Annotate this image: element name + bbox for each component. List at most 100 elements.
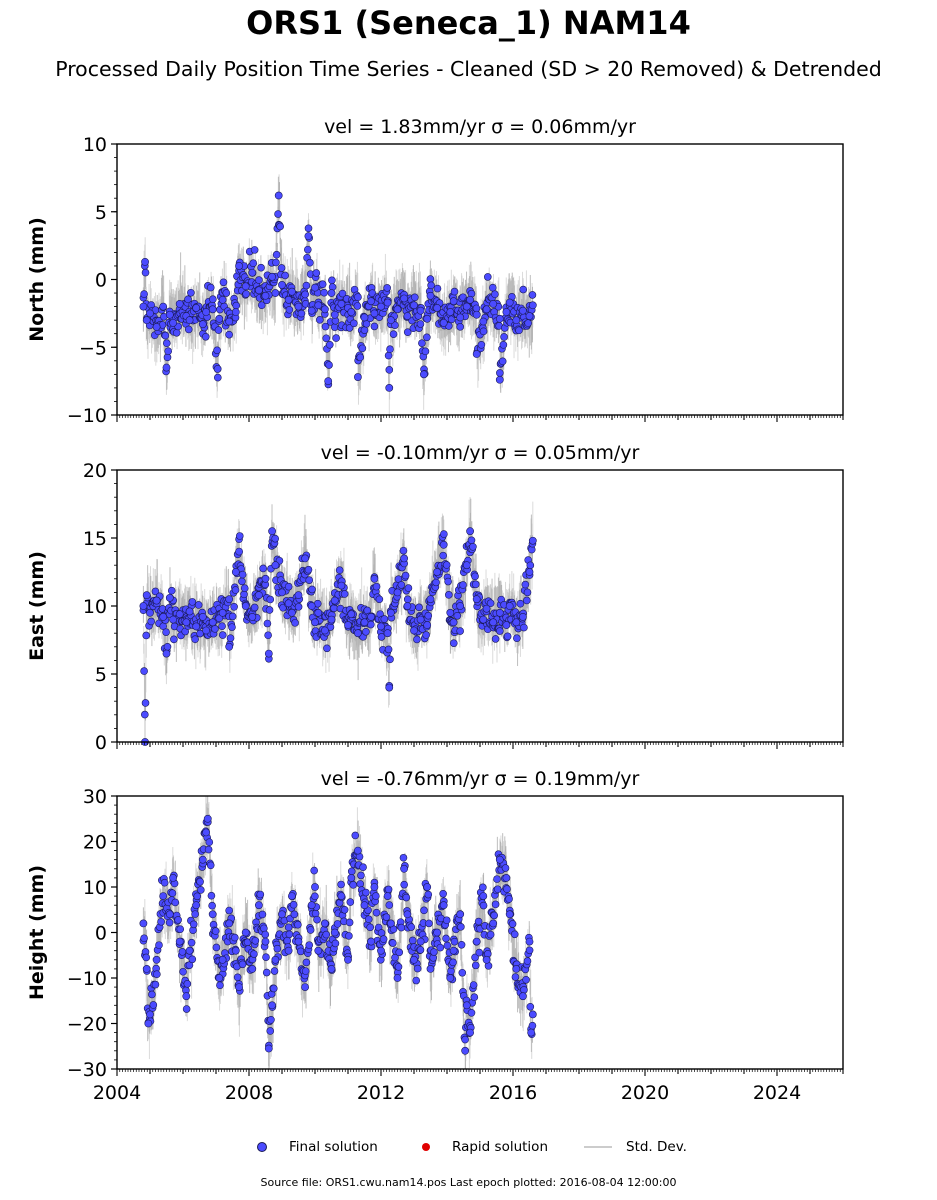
final-solution-point — [328, 276, 336, 285]
final-solution-point — [384, 351, 393, 360]
data-point — [519, 306, 527, 315]
final-solution-point — [302, 281, 311, 290]
data-point — [353, 293, 362, 302]
data-point — [254, 286, 263, 295]
data-point — [416, 306, 425, 315]
final-solution-point — [140, 290, 148, 298]
data-point — [185, 316, 194, 325]
final-solution-point — [416, 320, 425, 328]
final-solution-point — [318, 280, 327, 289]
y-tick-label: 0 — [95, 732, 107, 754]
final-solution-point — [453, 611, 462, 620]
final-solution-point — [141, 710, 149, 719]
y-tick-label: 10 — [83, 134, 107, 156]
data-point — [284, 295, 293, 304]
final-solution-point — [433, 284, 442, 293]
final-solution-point — [528, 291, 537, 299]
data-point — [528, 301, 537, 310]
data-point — [202, 626, 210, 635]
final-solution-point — [235, 532, 244, 540]
final-solution-point — [440, 530, 448, 538]
final-solution-point — [238, 570, 247, 579]
final-solution-point — [238, 577, 246, 586]
data-point — [175, 610, 184, 619]
final-solution-point — [358, 344, 367, 353]
final-solution-point — [297, 309, 306, 318]
y-axis-label: Height (mm) — [26, 865, 48, 1000]
final-solution-point — [312, 269, 321, 277]
final-solution-point — [249, 259, 258, 268]
data-point — [337, 299, 346, 308]
final-solution-point — [520, 623, 528, 632]
data-point — [213, 365, 222, 373]
data-point — [495, 314, 504, 323]
final-solution-point — [415, 603, 423, 612]
data-point — [294, 302, 303, 311]
final-solution-point — [500, 333, 508, 341]
data-point — [462, 302, 471, 311]
data-point — [192, 622, 201, 631]
final-solution-point — [325, 340, 334, 349]
data-point — [304, 232, 313, 241]
final-solution-point — [325, 361, 333, 369]
y-tick-label: 5 — [95, 202, 107, 224]
data-point — [287, 287, 296, 296]
final-solution-point — [206, 283, 215, 292]
final-solution-point — [308, 585, 316, 594]
final-solution-point — [469, 543, 477, 551]
data-point — [202, 308, 210, 316]
data-point — [235, 547, 243, 556]
data-point — [165, 593, 174, 602]
data-point — [489, 299, 498, 308]
final-solution-point — [418, 339, 426, 347]
data-point — [241, 282, 250, 291]
y-tick-label: −10 — [67, 405, 107, 427]
final-solution-point — [277, 264, 286, 272]
data-point — [423, 314, 432, 323]
data-point — [152, 323, 161, 331]
final-solution-point — [403, 328, 412, 337]
data-point — [218, 608, 227, 617]
data-point — [225, 317, 234, 326]
data-point — [284, 599, 293, 608]
data-point — [337, 581, 346, 590]
final-solution-point — [230, 603, 238, 611]
data-point — [347, 308, 356, 316]
data-point — [512, 316, 521, 325]
final-solution-point — [403, 595, 412, 604]
data-point — [525, 312, 534, 320]
final-solution-point — [401, 571, 410, 580]
final-solution-point — [272, 250, 281, 259]
panel-2: vel = -0.76mm/yr σ = 0.19mm/yr Height (mm… — [26, 768, 844, 1104]
data-point — [495, 375, 504, 384]
final-solution-point — [442, 561, 451, 569]
final-solution-point — [162, 628, 170, 636]
final-solution-point — [491, 290, 499, 299]
final-solution-point — [335, 566, 344, 575]
final-solution-point — [213, 346, 221, 355]
data-point — [152, 596, 161, 605]
final-solution-point — [477, 341, 486, 349]
data-point — [472, 350, 481, 358]
data-point — [449, 618, 458, 627]
final-solution-point — [386, 655, 394, 664]
final-solution-point — [214, 373, 222, 382]
final-solution-point — [211, 625, 219, 633]
data-point — [426, 291, 435, 300]
data-point — [294, 591, 303, 600]
data-point — [344, 621, 352, 629]
final-solution-point — [479, 327, 488, 336]
data-point — [383, 629, 392, 638]
final-solution-point — [445, 591, 453, 599]
final-solution-point — [391, 321, 399, 329]
data-point — [192, 304, 201, 312]
final-solution-point — [383, 284, 391, 292]
final-solution-point — [167, 586, 176, 595]
final-solution-point — [214, 326, 223, 334]
data-point — [142, 591, 151, 600]
final-solution-point — [439, 551, 447, 560]
data-point — [159, 612, 168, 621]
final-solution-point — [291, 619, 299, 627]
data-point — [327, 289, 336, 297]
